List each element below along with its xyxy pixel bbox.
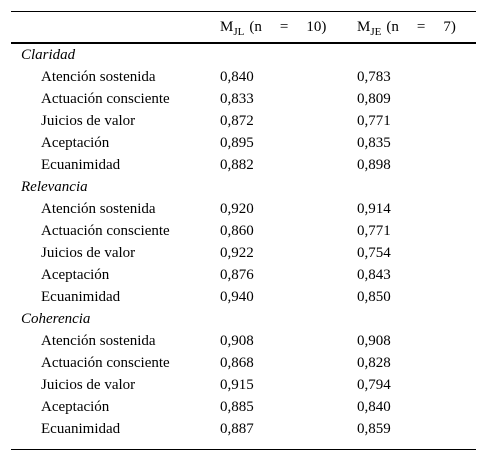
value-jl: 0,895 [220,135,254,151]
row-label: Actuación consciente [41,355,170,371]
table-row: Juicios de valor 0,872 0,771 [11,110,476,132]
value-je: 0,898 [357,157,391,173]
value-jl: 0,840 [220,69,254,85]
row-label: Juicios de valor [41,377,136,393]
group-row: Coherencia [11,308,476,330]
row-label: Atención sostenida [41,201,156,217]
row-label: Atención sostenida [41,69,156,85]
table-row: Atención sostenida 0,908 0,908 [11,330,476,352]
value-je: 0,794 [357,377,391,393]
row-label: Ecuanimidad [41,289,121,305]
header-col-je-sub: JE [370,26,382,38]
row-label: Ecuanimidad [41,157,121,173]
table-row: Atención sostenida 0,840 0,783 [11,66,476,88]
header-col-je-eq: = [416,19,426,35]
group-row: Claridad [11,44,476,66]
table-header: M JL (n = 10) M JE (n = 7) [11,11,476,43]
value-je: 0,771 [357,113,391,129]
value-jl: 0,915 [220,377,254,393]
value-je: 0,843 [357,267,391,283]
table-row: Aceptación 0,885 0,840 [11,396,476,418]
group-title: Coherencia [21,311,91,327]
value-je: 0,783 [357,69,391,85]
value-je: 0,835 [357,135,391,151]
value-je: 0,859 [357,421,391,437]
table-row: Aceptación 0,876 0,843 [11,264,476,286]
value-jl: 0,920 [220,201,254,217]
value-jl: 0,922 [220,245,254,261]
header-col-je-n: (n [386,19,399,35]
header-col-jl-n: (n [249,19,262,35]
row-label: Ecuanimidad [41,421,121,437]
header-col-jl: M JL (n = 10) [220,19,327,38]
table-row: Juicios de valor 0,915 0,794 [11,374,476,396]
table-row: Aceptación 0,895 0,835 [11,132,476,154]
value-jl: 0,885 [220,399,254,415]
value-je: 0,754 [357,245,391,261]
value-jl: 0,872 [220,113,254,129]
value-jl: 0,882 [220,157,254,173]
row-label: Aceptación [41,135,110,151]
header-rule [11,42,476,44]
value-je: 0,771 [357,223,391,239]
group-title: Relevancia [21,179,88,195]
header-col-jl-sub: JL [233,26,245,38]
value-je: 0,908 [357,333,391,349]
value-jl: 0,908 [220,333,254,349]
value-jl: 0,887 [220,421,254,437]
value-jl: 0,833 [220,91,254,107]
header-col-jl-eq: = [279,19,289,35]
value-jl: 0,876 [220,267,254,283]
group-title: Claridad [21,47,76,63]
value-jl: 0,940 [220,289,254,305]
header-col-je-m: M [357,19,371,35]
row-label: Juicios de valor [41,245,136,261]
value-je: 0,850 [357,289,391,305]
row-label: Aceptación [41,267,110,283]
row-label: Actuación consciente [41,91,170,107]
table-row: Atención sostenida 0,920 0,914 [11,198,476,220]
table-row: Actuación consciente 0,860 0,771 [11,220,476,242]
value-je: 0,828 [357,355,391,371]
row-label: Atención sostenida [41,333,156,349]
value-je: 0,914 [357,201,391,217]
header-col-jl-m: M [220,19,234,35]
bottom-rule [11,449,476,450]
header-col-je-val: 7) [443,19,456,35]
table-row: Ecuanimidad 0,887 0,859 [11,418,476,440]
table-row: Actuación consciente 0,868 0,828 [11,352,476,374]
row-label: Actuación consciente [41,223,170,239]
top-rule [11,11,476,12]
value-je: 0,809 [357,91,391,107]
row-label: Aceptación [41,399,110,415]
value-je: 0,840 [357,399,391,415]
value-jl: 0,868 [220,355,254,371]
row-label: Juicios de valor [41,113,136,129]
value-jl: 0,860 [220,223,254,239]
table-row: Actuación consciente 0,833 0,809 [11,88,476,110]
table-row: Ecuanimidad 0,882 0,898 [11,154,476,176]
table-row: Juicios de valor 0,922 0,754 [11,242,476,264]
header-col-je: M JE (n = 7) [357,19,456,38]
group-row: Relevancia [11,176,476,198]
header-col-jl-val: 10) [306,19,327,35]
table-row: Ecuanimidad 0,940 0,850 [11,286,476,308]
